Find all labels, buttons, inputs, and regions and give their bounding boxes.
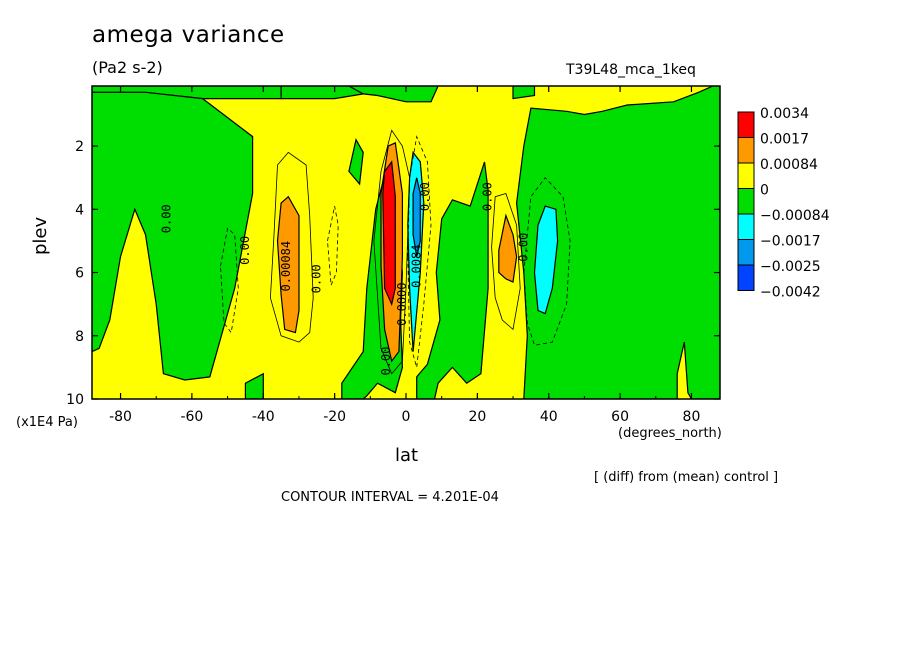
colorbar-label-1: 0.0017 (760, 132, 809, 148)
x-tick-label-0: -80 (109, 409, 132, 425)
colorbar-swatch-6 (737, 264, 755, 291)
contour-line-1 (220, 227, 239, 334)
contour-label-7: 0.00 (418, 182, 432, 211)
chart-units: (Pa2 s-2) (92, 58, 163, 77)
run-label: T39L48_mca_1keq (566, 62, 696, 78)
contour-label-3: 0.00 (309, 264, 323, 293)
colorbar-label-5: −0.0017 (760, 234, 821, 250)
plot-area: 0.00084 0.00 0.00 0.00 0.00 0.00 0.00 0.00 0.000… (92, 86, 720, 399)
colorbar-label-4: −0.00084 (760, 208, 830, 224)
contour-label-0: 0.00084 (279, 241, 293, 292)
colorbar-swatch-3 (737, 188, 755, 215)
y-tick-label-2: 6 (75, 266, 84, 282)
contour-interval: CONTOUR INTERVAL = 4.201E-04 (281, 490, 499, 505)
x-axis-label: lat (395, 445, 419, 466)
colorbar-swatch-2 (737, 162, 755, 189)
contour-region-7 (416, 161, 489, 399)
contour-region-3 (280, 86, 366, 100)
contour-line-6 (491, 193, 521, 331)
y-axis-label: plev (30, 216, 51, 255)
contour-region-10 (276, 195, 300, 334)
x-tick-label-6: 40 (540, 409, 558, 425)
contour-line-4 (373, 129, 411, 375)
x-axis-units: (degrees_north) (618, 426, 722, 441)
contour-region-9 (512, 86, 536, 100)
y-tick-label-4: 10 (66, 392, 84, 408)
contour-region-16 (412, 177, 421, 257)
contour-region-12 (498, 213, 518, 283)
contour-line-5 (407, 135, 432, 368)
contour-label-9: 0.0084 (409, 245, 423, 288)
contour-region-4 (348, 86, 439, 103)
colorbar-label-7: −0.0042 (760, 285, 821, 301)
colorbar-label-0: 0.0034 (760, 106, 809, 122)
contour-label-6: 0.00 (516, 233, 530, 262)
contour-region-8 (515, 86, 720, 399)
y-tick-label-1: 4 (75, 202, 84, 218)
contour-region-6 (348, 138, 364, 186)
axes: -80 -60 -40 -20 0 20 40 60 80 2 4 6 8 10 (66, 85, 721, 425)
contour-region-1 (92, 91, 254, 381)
contour-region-2 (244, 372, 264, 399)
contour-line-3 (523, 177, 571, 346)
contour-line-0 (269, 151, 314, 343)
contour-line-2 (327, 206, 339, 286)
colorbar-swatch-5 (737, 239, 755, 266)
x-tick-label-7: 60 (611, 409, 629, 425)
colorbar-label-2: 0.00084 (760, 157, 818, 173)
colorbar-legend: 0.0034 0.0017 0.00084 0 −0.00084 −0.0017 −0.00… (737, 106, 830, 301)
colorbar-swatch-0 (737, 111, 755, 138)
contour-label-4: 0.00 (379, 347, 393, 376)
contour-label-2: 0.00 (160, 204, 174, 233)
x-tick-label-8: 80 (683, 409, 701, 425)
x-tick-label-5: 20 (468, 409, 486, 425)
colorbar-label-3: 0 (760, 183, 769, 199)
contour-label-8: 0.0000 (395, 282, 409, 325)
y-axis-units: (x1E4 Pa) (16, 415, 78, 430)
contour-region-15 (533, 205, 559, 315)
contour-label-1: 0.00 (238, 236, 252, 265)
x-tick-label-4: 0 (402, 409, 411, 425)
x-tick-label-3: -20 (323, 409, 346, 425)
y-tick-label-0: 2 (75, 139, 84, 155)
x-tick-label-2: -40 (252, 409, 275, 425)
y-tick-label-3: 8 (75, 329, 84, 345)
colorbar-swatch-4 (737, 213, 755, 240)
contour-label-5: 0.00 (481, 182, 495, 211)
contour-region-13 (382, 160, 396, 307)
chart-title: amega variance (92, 22, 285, 48)
x-tick-label-1: -60 (180, 409, 203, 425)
diff-note: [ (diff) from (mean) control ] (594, 470, 779, 485)
colorbar-label-6: −0.0025 (760, 259, 821, 275)
colorbar-swatch-1 (737, 137, 755, 164)
